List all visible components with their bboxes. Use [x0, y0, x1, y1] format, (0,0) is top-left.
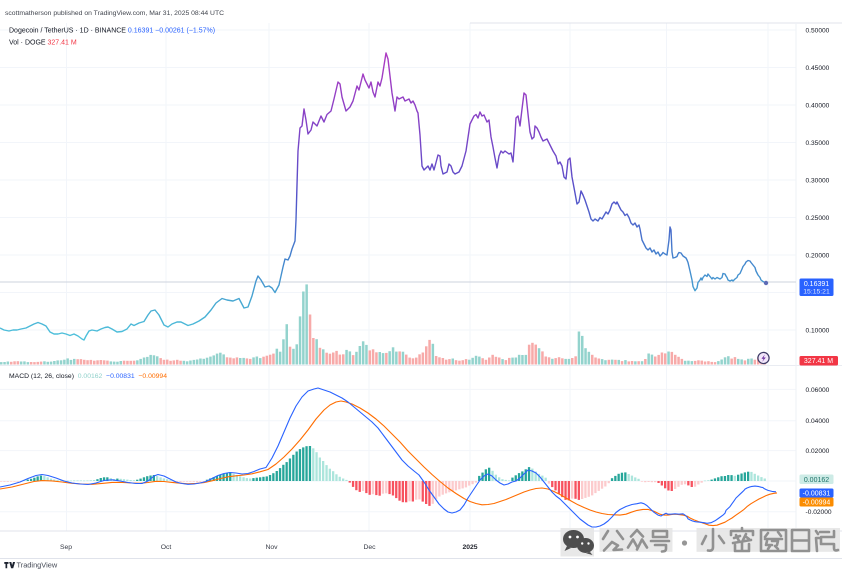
- svg-text:-0.00994: -0.00994: [803, 500, 831, 507]
- svg-text:Dec: Dec: [363, 544, 376, 551]
- svg-text:15:15:21: 15:15:21: [803, 289, 830, 296]
- svg-text:MACD (12, 26, close) 0.00162: MACD (12, 26, close) 0.00162 −0.00831 −0…: [9, 373, 167, 380]
- svg-text:327.41 M: 327.41 M: [804, 358, 833, 365]
- svg-text:0.40000: 0.40000: [806, 102, 830, 109]
- svg-text:0.45000: 0.45000: [806, 65, 830, 72]
- svg-text:Dogecoin / TetherUS · 1D · BIN: Dogecoin / TetherUS · 1D · BINANCE 0.163…: [9, 28, 215, 35]
- svg-text:0.02000: 0.02000: [806, 448, 830, 455]
- svg-text:Oct: Oct: [161, 544, 172, 551]
- svg-text:TradingView: TradingView: [17, 560, 58, 569]
- svg-text:0.06000: 0.06000: [806, 387, 830, 394]
- svg-text:-0.00831: -0.00831: [803, 491, 831, 498]
- svg-text:0.04000: 0.04000: [806, 418, 830, 425]
- svg-text:Vol · DOGE 327.41 M: Vol · DOGE 327.41 M: [9, 39, 77, 46]
- svg-text:0.30000: 0.30000: [806, 177, 830, 184]
- svg-text:0.10000: 0.10000: [806, 327, 830, 334]
- svg-text:Nov: Nov: [265, 544, 278, 551]
- svg-text:scottmatherson published on Tr: scottmatherson published on TradingView.…: [5, 10, 224, 17]
- svg-text:0.25000: 0.25000: [806, 215, 830, 222]
- svg-text:0.20000: 0.20000: [806, 252, 830, 259]
- svg-text:0.16391: 0.16391: [804, 281, 829, 288]
- svg-text:0.50000: 0.50000: [806, 27, 830, 34]
- svg-text:2025: 2025: [462, 544, 477, 551]
- svg-text:-0.02000: -0.02000: [806, 509, 832, 516]
- svg-text:0.00162: 0.00162: [804, 477, 829, 484]
- svg-text:0.35000: 0.35000: [806, 140, 830, 147]
- svg-text:Sep: Sep: [60, 544, 72, 551]
